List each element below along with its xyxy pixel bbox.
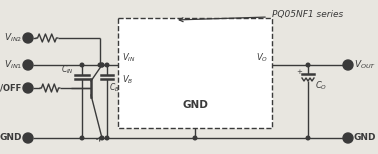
Circle shape bbox=[23, 133, 33, 143]
Text: $V_B$: $V_B$ bbox=[122, 74, 133, 87]
Circle shape bbox=[80, 63, 84, 67]
Text: $V_{IN}$: $V_{IN}$ bbox=[122, 51, 136, 64]
Text: +: + bbox=[296, 69, 302, 75]
Circle shape bbox=[98, 63, 102, 67]
Text: $C_B$: $C_B$ bbox=[109, 82, 120, 95]
Circle shape bbox=[23, 60, 33, 70]
Circle shape bbox=[306, 63, 310, 67]
Text: $C_{IN}$: $C_{IN}$ bbox=[61, 64, 74, 76]
Circle shape bbox=[193, 136, 197, 140]
Circle shape bbox=[100, 63, 104, 67]
Text: $V_{OUT}$: $V_{OUT}$ bbox=[354, 59, 376, 71]
Circle shape bbox=[306, 136, 310, 140]
Circle shape bbox=[23, 83, 33, 93]
Text: $V_{IN2}$: $V_{IN2}$ bbox=[4, 32, 22, 44]
Text: GND: GND bbox=[0, 134, 22, 142]
Circle shape bbox=[80, 136, 84, 140]
Circle shape bbox=[105, 63, 109, 67]
Text: PQ05NF1 series: PQ05NF1 series bbox=[272, 10, 343, 19]
Text: $V_O$: $V_O$ bbox=[256, 51, 268, 64]
Text: ON/OFF: ON/OFF bbox=[0, 83, 22, 93]
Circle shape bbox=[343, 133, 353, 143]
Text: $V_{IN1}$: $V_{IN1}$ bbox=[4, 59, 22, 71]
Circle shape bbox=[105, 136, 109, 140]
Text: $C_O$: $C_O$ bbox=[315, 80, 327, 93]
Circle shape bbox=[23, 33, 33, 43]
Bar bbox=[118, 18, 272, 128]
Text: GND: GND bbox=[354, 134, 376, 142]
Circle shape bbox=[100, 136, 104, 140]
Circle shape bbox=[100, 63, 104, 67]
Circle shape bbox=[343, 60, 353, 70]
Text: GND: GND bbox=[182, 100, 208, 110]
